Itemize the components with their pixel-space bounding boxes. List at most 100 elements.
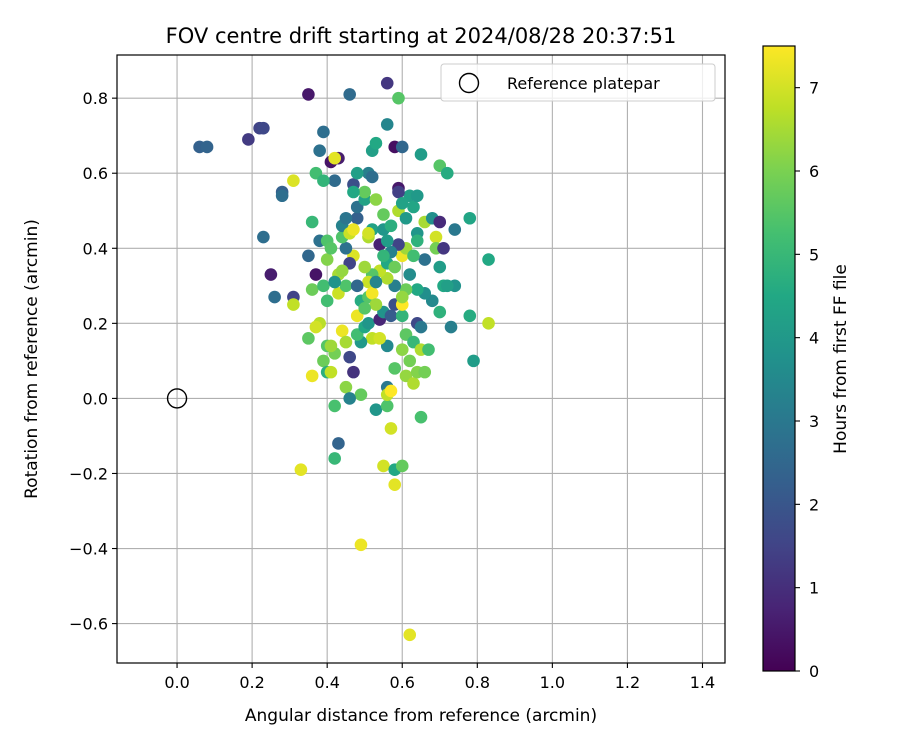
data-point bbox=[444, 320, 458, 334]
data-point bbox=[309, 320, 323, 334]
data-point bbox=[395, 140, 409, 154]
colorbar-tick-label: 6 bbox=[809, 162, 819, 181]
x-tick-label: 0.2 bbox=[239, 673, 264, 692]
data-point bbox=[403, 628, 417, 642]
data-point bbox=[407, 377, 420, 390]
data-point bbox=[309, 268, 323, 281]
data-point bbox=[388, 362, 402, 375]
data-point bbox=[305, 283, 319, 296]
data-point bbox=[429, 230, 443, 244]
legend-box bbox=[440, 63, 716, 102]
data-point bbox=[369, 193, 383, 206]
data-point bbox=[373, 332, 387, 345]
data-point bbox=[324, 339, 338, 353]
data-point bbox=[377, 249, 390, 263]
data-point bbox=[242, 133, 255, 146]
data-point bbox=[335, 324, 349, 338]
data-point bbox=[410, 189, 424, 203]
colorbar-tick-label: 1 bbox=[809, 579, 819, 598]
data-point bbox=[362, 317, 375, 330]
data-point bbox=[268, 290, 281, 304]
data-point bbox=[410, 283, 424, 296]
x-tick-label: 1.4 bbox=[690, 673, 715, 692]
data-point bbox=[287, 174, 300, 188]
data-point bbox=[440, 279, 454, 293]
data-point bbox=[380, 118, 394, 131]
y-tick-label: −0.2 bbox=[69, 464, 108, 483]
data-point bbox=[335, 264, 349, 278]
data-point bbox=[264, 268, 278, 281]
data-point bbox=[433, 260, 447, 274]
data-point bbox=[317, 125, 330, 139]
data-point bbox=[380, 76, 394, 90]
data-point bbox=[380, 399, 394, 413]
y-tick-label: 0.8 bbox=[83, 89, 108, 108]
data-point bbox=[302, 249, 315, 263]
data-point bbox=[358, 302, 372, 315]
data-point bbox=[200, 140, 214, 154]
data-point bbox=[369, 403, 383, 416]
data-point bbox=[418, 253, 432, 266]
data-point bbox=[384, 422, 398, 435]
colorbar-tick-label: 0 bbox=[809, 662, 819, 681]
data-point bbox=[392, 91, 405, 105]
data-point bbox=[347, 185, 360, 199]
reference-marker-layer bbox=[166, 388, 188, 409]
data-point bbox=[350, 211, 364, 225]
legend-entry-reference: Reference platepar bbox=[507, 74, 660, 93]
x-tick-label: 0.6 bbox=[390, 673, 415, 692]
data-point bbox=[358, 185, 372, 199]
y-tick-label: −0.6 bbox=[69, 615, 108, 634]
data-point bbox=[354, 388, 368, 401]
data-point bbox=[440, 166, 454, 180]
data-point bbox=[395, 196, 409, 210]
data-point bbox=[369, 275, 383, 289]
data-point bbox=[362, 226, 375, 240]
data-point bbox=[463, 309, 477, 323]
data-point bbox=[369, 298, 383, 311]
data-point bbox=[317, 354, 330, 368]
plot-frame bbox=[116, 54, 726, 664]
y-axis-ticks: −0.6 −0.4 −0.2 0.0 0.2 0.4 0.6 0.8 bbox=[69, 89, 117, 634]
data-point bbox=[339, 241, 353, 255]
data-point bbox=[339, 335, 353, 349]
data-point bbox=[328, 452, 341, 465]
data-point bbox=[467, 354, 480, 368]
data-point bbox=[320, 253, 334, 266]
x-tick-label: 1.0 bbox=[540, 673, 565, 692]
data-point bbox=[294, 463, 308, 477]
data-point bbox=[313, 144, 326, 158]
data-point bbox=[384, 309, 398, 323]
data-point bbox=[275, 189, 289, 203]
colorbar-tick-label: 4 bbox=[809, 329, 819, 348]
data-point bbox=[354, 538, 368, 552]
data-point bbox=[369, 136, 383, 150]
data-point bbox=[437, 241, 450, 255]
data-point bbox=[347, 223, 360, 236]
data-point bbox=[414, 148, 428, 161]
legend: Reference platepar bbox=[440, 63, 716, 102]
data-point bbox=[343, 350, 356, 364]
x-axis-label: Angular distance from reference (arcmin) bbox=[245, 706, 597, 726]
data-point bbox=[410, 234, 424, 248]
data-point bbox=[343, 88, 356, 101]
data-point bbox=[287, 298, 300, 311]
colorbar: 0 1 2 3 4 5 6 7 Hours from first FF file bbox=[762, 45, 851, 681]
colorbar-tick-label: 2 bbox=[809, 495, 819, 514]
data-point bbox=[448, 223, 462, 236]
data-point bbox=[324, 241, 338, 255]
data-point bbox=[433, 305, 447, 319]
colorbar-tick-label: 5 bbox=[809, 245, 819, 264]
data-point bbox=[482, 317, 495, 330]
data-point bbox=[392, 185, 405, 199]
data-point bbox=[399, 211, 413, 225]
data-point bbox=[403, 268, 417, 281]
x-tick-label: 0.8 bbox=[465, 673, 490, 692]
data-point bbox=[350, 166, 364, 180]
y-tick-label: 0.4 bbox=[83, 239, 108, 258]
data-point bbox=[414, 410, 428, 424]
y-tick-label: 0.2 bbox=[83, 314, 108, 333]
data-point bbox=[302, 88, 315, 101]
data-point bbox=[403, 354, 417, 368]
